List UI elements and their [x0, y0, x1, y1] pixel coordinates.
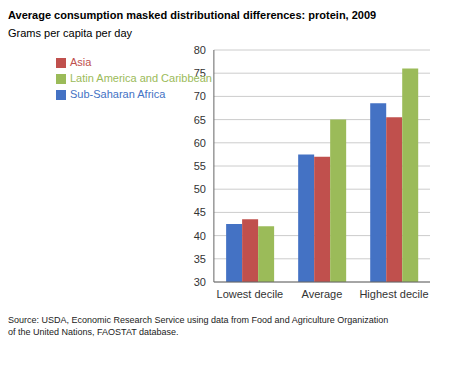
svg-text:Highest decile: Highest decile: [359, 288, 428, 300]
svg-text:45: 45: [194, 206, 206, 218]
svg-text:50: 50: [194, 183, 206, 195]
svg-text:60: 60: [194, 137, 206, 149]
svg-text:65: 65: [194, 114, 206, 126]
svg-text:30: 30: [194, 276, 206, 288]
svg-text:35: 35: [194, 253, 206, 265]
svg-text:75: 75: [194, 67, 206, 79]
svg-text:80: 80: [194, 44, 206, 56]
svg-text:70: 70: [194, 90, 206, 102]
svg-text:55: 55: [194, 160, 206, 172]
svg-text:Average: Average: [302, 288, 343, 300]
svg-text:Lowest decile: Lowest decile: [217, 288, 284, 300]
svg-text:40: 40: [194, 230, 206, 242]
